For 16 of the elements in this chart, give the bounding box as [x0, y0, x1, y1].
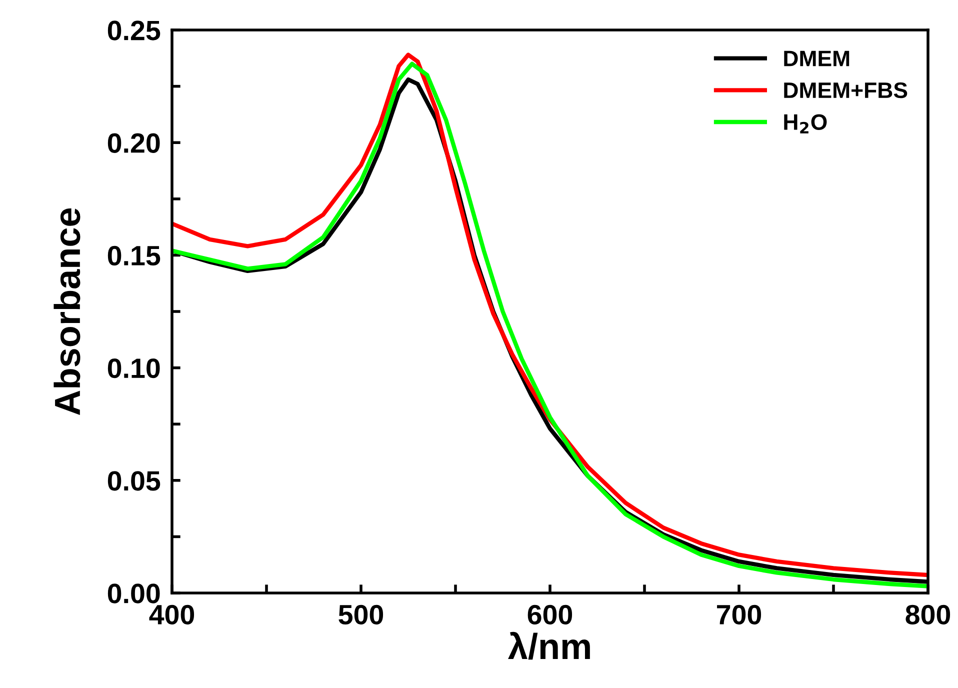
y-tick-label: 0.10	[108, 358, 160, 378]
y-tick-label: 0.20	[108, 133, 160, 153]
legend-label: H$_{2}$O	[784, 114, 827, 134]
y-tick-label: 0.15	[108, 246, 160, 266]
legend-label: DMEM	[784, 50, 850, 66]
text: 0.00	[108, 584, 160, 604]
x-tick-label: 700	[717, 604, 762, 625]
x-axis-title: λ/nm	[508, 632, 590, 660]
x-tick-label: 500	[338, 604, 384, 625]
y-tick-label: 0.25	[108, 20, 160, 40]
x-tick-label: 600	[528, 604, 572, 625]
x-tick-label: 800	[906, 604, 950, 625]
y-axis-title: Absorbance	[54, 208, 80, 415]
x-tick-label: 400	[149, 604, 194, 625]
legend-label: DMEM+FBS	[784, 82, 908, 98]
y-tick-label: 0.05	[108, 471, 160, 491]
